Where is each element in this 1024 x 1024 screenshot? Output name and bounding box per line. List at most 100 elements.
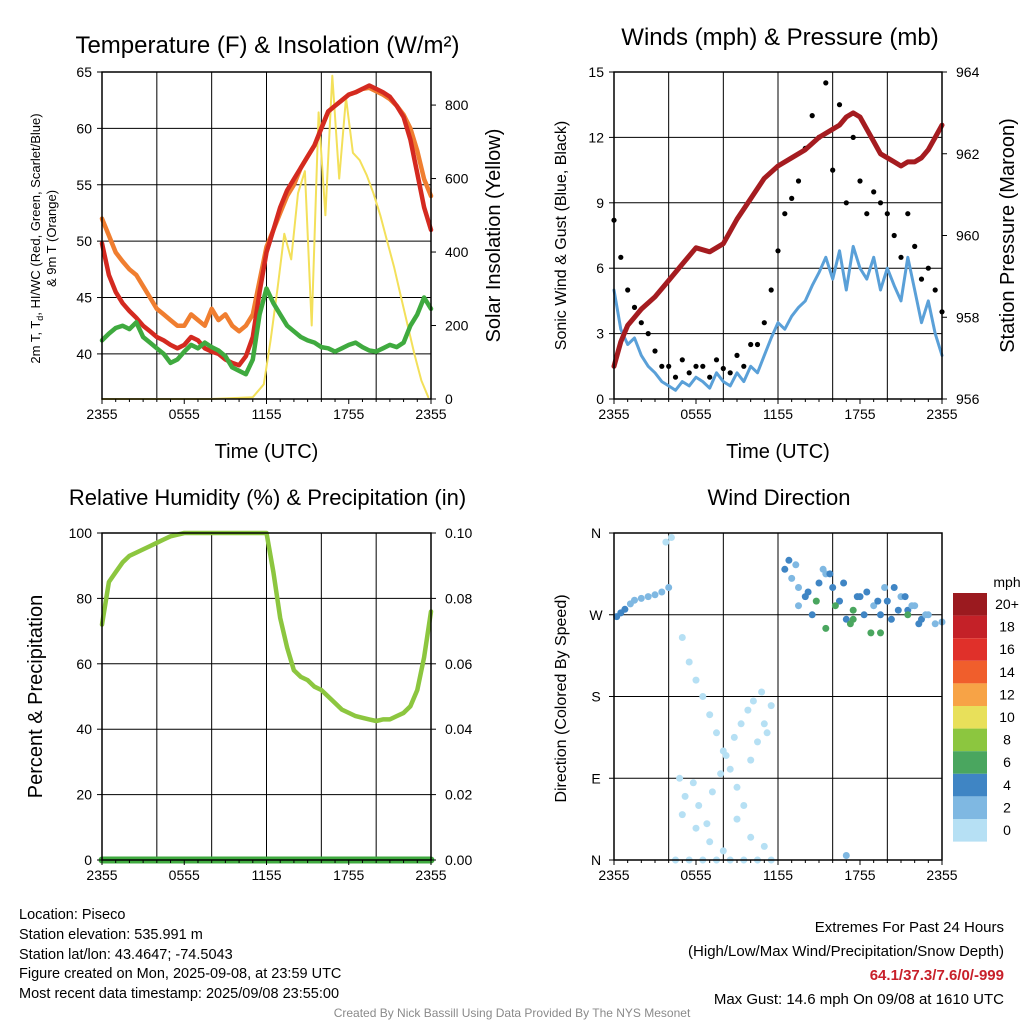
y2-tick-label: 964 bbox=[956, 64, 980, 80]
station-info: Location: Piseco Station elevation: 535.… bbox=[19, 906, 341, 1005]
credit-line: Created By Nick Bassill Using Data Provi… bbox=[333, 1006, 691, 1020]
gust-point bbox=[857, 178, 863, 184]
direction-point bbox=[792, 561, 800, 569]
direction-point bbox=[747, 756, 755, 764]
colorbar-label: 0 bbox=[1003, 822, 1011, 838]
gust-point bbox=[775, 248, 781, 254]
y-tick-label: 65 bbox=[76, 64, 92, 80]
direction-point bbox=[822, 624, 830, 632]
gust-point bbox=[659, 363, 665, 369]
colorbar-label: 12 bbox=[999, 686, 1015, 702]
colorbar-label: 16 bbox=[999, 641, 1015, 657]
y-axis-label-line2: & 9m T (Orange) bbox=[44, 190, 59, 287]
direction-point bbox=[931, 620, 939, 628]
y2-tick-label: 0.10 bbox=[445, 525, 472, 541]
direction-point bbox=[849, 615, 857, 623]
direction-point bbox=[658, 588, 666, 596]
y2-tick-label: 200 bbox=[445, 318, 469, 334]
direction-point bbox=[685, 658, 693, 666]
gust-point bbox=[734, 352, 740, 358]
gust-point bbox=[877, 200, 884, 206]
x-tick-label: 0555 bbox=[169, 867, 200, 883]
gust-point bbox=[686, 370, 692, 376]
y-axis-label: 2m T, Td, HI/WC (Red, Green, Scarlet/Blu… bbox=[28, 113, 45, 363]
direction-point bbox=[719, 847, 727, 855]
direction-point bbox=[631, 596, 638, 604]
direction-point bbox=[706, 838, 714, 846]
gust-point bbox=[768, 287, 774, 293]
chart-title: Relative Humidity (%) & Precipitation (i… bbox=[69, 485, 466, 510]
colorbar-label: 18 bbox=[999, 619, 1015, 635]
colorbar-label: 2 bbox=[1003, 799, 1011, 815]
x-tick-label: 0555 bbox=[680, 406, 711, 422]
gust-point bbox=[871, 189, 877, 195]
y-tick-label: 55 bbox=[76, 177, 92, 193]
direction-point bbox=[808, 611, 816, 619]
direction-point bbox=[760, 720, 768, 728]
direction-point bbox=[867, 629, 875, 637]
y-tick-label: 0 bbox=[84, 852, 92, 868]
direction-point bbox=[915, 620, 923, 628]
direction-point bbox=[706, 711, 714, 719]
colorbar-swatch bbox=[953, 593, 987, 616]
direction-point bbox=[692, 824, 700, 832]
direction-point bbox=[860, 611, 868, 619]
direction-point bbox=[730, 733, 738, 741]
gust-point bbox=[891, 232, 897, 239]
direction-point bbox=[883, 597, 891, 605]
x-tick-label: 2355 bbox=[86, 406, 117, 422]
direction-point bbox=[692, 676, 700, 684]
direction-point bbox=[699, 693, 707, 700]
direction-point bbox=[922, 611, 930, 619]
chart-title: Wind Direction bbox=[707, 485, 850, 510]
y2-tick-label: 0.04 bbox=[445, 721, 472, 737]
gust-point bbox=[850, 134, 856, 140]
recent-timestamp: Most recent data timestamp: 2025/09/08 2… bbox=[19, 986, 340, 1003]
x-axis-label: Time (UTC) bbox=[726, 441, 830, 463]
x-tick-label: 2355 bbox=[415, 406, 446, 422]
y-tick-label: 80 bbox=[76, 590, 92, 606]
colorbar-swatch bbox=[953, 796, 987, 819]
direction-point bbox=[901, 593, 909, 601]
direction-point bbox=[881, 584, 889, 591]
y2-tick-label: 400 bbox=[445, 244, 469, 260]
y-tick-label: 45 bbox=[76, 290, 92, 306]
y2-tick-label: 0.08 bbox=[445, 590, 472, 606]
gust-point bbox=[645, 331, 651, 337]
direction-point bbox=[904, 611, 912, 619]
y-tick-label: 3 bbox=[596, 326, 604, 342]
direction-point bbox=[842, 852, 850, 859]
y-tick-label: 100 bbox=[69, 525, 93, 541]
x-tick-label: 1755 bbox=[333, 867, 364, 883]
y-tick-label: 0 bbox=[596, 391, 604, 407]
y-tick-label: 40 bbox=[76, 346, 92, 362]
colorbar-swatch bbox=[953, 660, 987, 684]
meteogram-charts: 2355 0555 1155 1755 235540455055606502004006… bbox=[25, 24, 1021, 883]
gust-point bbox=[836, 102, 843, 108]
gust-point bbox=[727, 370, 733, 376]
gust-point bbox=[782, 211, 788, 217]
y-tick-label: S bbox=[591, 689, 600, 705]
direction-point bbox=[877, 629, 884, 637]
colorbar-label: 20+ bbox=[995, 596, 1019, 612]
colorbar-label: 14 bbox=[999, 664, 1015, 680]
gust-point bbox=[809, 113, 815, 119]
gust-point bbox=[652, 348, 658, 354]
gust-point bbox=[700, 363, 706, 369]
direction-point bbox=[737, 720, 745, 728]
figure-created: Figure created on Mon, 2025-09-08, at 23… bbox=[19, 966, 342, 983]
colorbar-swatch bbox=[953, 706, 987, 729]
direction-point bbox=[887, 615, 895, 623]
direction-point bbox=[894, 606, 902, 614]
x-tick-label: 2355 bbox=[598, 406, 629, 422]
gust-point bbox=[679, 357, 685, 363]
colorbar-label: 10 bbox=[999, 709, 1015, 725]
x-tick-label: 0555 bbox=[680, 867, 711, 883]
colorbar-swatch bbox=[953, 773, 987, 797]
direction-point bbox=[749, 697, 757, 705]
gust-point bbox=[625, 287, 631, 293]
colorbar-label: 8 bbox=[1003, 732, 1011, 748]
y-axis-label: Direction (Colored By Speed) bbox=[553, 594, 570, 802]
direction-point bbox=[831, 602, 839, 610]
